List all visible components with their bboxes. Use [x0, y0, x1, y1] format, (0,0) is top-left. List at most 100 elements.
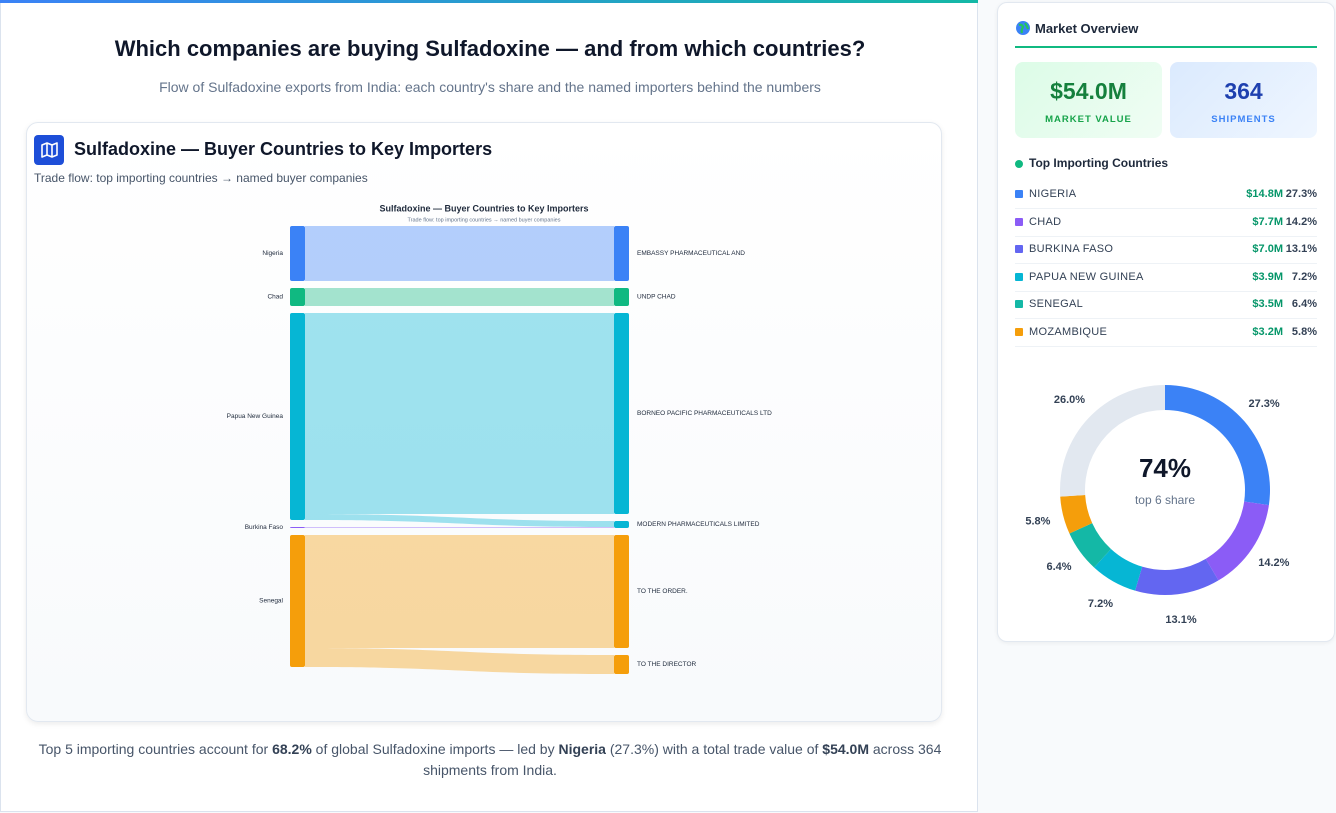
sidebar-title: Market Overview	[1035, 21, 1139, 36]
kpi-card: 364 SHIPMENTS	[1170, 62, 1317, 138]
sankey-source-label: Senegal	[259, 598, 283, 605]
donut-segment	[1069, 523, 1111, 568]
map-icon	[34, 135, 64, 165]
page-subtitle: Flow of Sulfadoxine exports from India: …	[159, 79, 821, 95]
sankey-node	[614, 313, 629, 514]
footer-part: Nigeria	[558, 741, 606, 757]
donut-label: 5.8%	[1025, 516, 1050, 528]
sankey-link	[305, 535, 614, 648]
legend-swatch	[1015, 272, 1023, 281]
card-subtitle: Trade flow: top importing countries → na…	[34, 171, 368, 185]
country-trade-value: $3.5M	[1252, 298, 1283, 310]
footer-text: Top 5 importing countries account for 68…	[30, 739, 950, 781]
divider	[1015, 46, 1317, 48]
accent-bar	[0, 0, 978, 3]
card-title: Sulfadoxine — Buyer Countries to Key Imp…	[74, 139, 493, 159]
legend-swatch	[1015, 327, 1023, 336]
sankey-node	[290, 288, 305, 306]
donut-segment	[1060, 495, 1093, 534]
sankey-source-label: Papua New Guinea	[227, 413, 284, 420]
kpi-value: 364	[1224, 78, 1263, 104]
country-trade-value: $3.9M	[1252, 270, 1283, 283]
donut-segment	[1205, 501, 1269, 581]
country-trade-value: $3.2M	[1252, 325, 1283, 338]
sankey-link	[305, 313, 614, 514]
sankey-link	[305, 226, 614, 281]
kpi-label: SHIPMENTS	[1211, 114, 1276, 125]
country-share: 5.8%	[1291, 325, 1317, 338]
country-trade-value: $7.7M	[1252, 215, 1283, 228]
country-name: MOZAMBIQUE	[1029, 325, 1108, 338]
country-row: MOZAMBIQUE $3.2M 5.8%	[1015, 319, 1317, 347]
sankey-target-label: TO THE DIRECTOR	[637, 661, 697, 668]
page-title: Which companies are buying Sulfadoxine —…	[114, 36, 866, 61]
donut-segment	[1060, 385, 1165, 497]
donut-label: 26.0%	[1054, 394, 1085, 406]
country-row: BURKINA FASO $7.0M 13.1%	[1015, 236, 1317, 264]
country-name: PAPUA NEW GUINEA	[1029, 270, 1144, 283]
country-name: BURKINA FASO	[1029, 243, 1114, 255]
country-name: CHAD	[1029, 215, 1062, 228]
sankey-subtitle: Trade flow: top importing countries → na…	[408, 217, 561, 223]
sankey-node	[614, 535, 629, 648]
sankey-node	[290, 313, 305, 520]
country-row: SENEGAL $3.5M 6.4%	[1015, 291, 1317, 319]
donut-center-label: top 6 share	[1135, 493, 1195, 507]
donut-label: 27.3%	[1248, 398, 1279, 410]
sankey-node	[614, 288, 629, 306]
donut-label: 7.2%	[1088, 598, 1113, 610]
sankey-link	[305, 648, 614, 674]
kpi-card: $54.0M MARKET VALUE	[1015, 62, 1162, 138]
legend-swatch	[1015, 217, 1023, 226]
country-share: 6.4%	[1291, 298, 1317, 310]
footer-part: $54.0M	[822, 741, 869, 757]
donut-label: 6.4%	[1046, 561, 1071, 573]
sankey-link	[305, 288, 614, 306]
country-row: NIGERIA $14.8M 27.3%	[1015, 181, 1317, 209]
sankey-link	[305, 514, 614, 527]
country-row: CHAD $7.7M 14.2%	[1015, 209, 1317, 237]
footer-part: 68.2%	[272, 741, 312, 757]
donut-center-value: 74%	[1139, 453, 1191, 483]
footer-part: across 364 shipments from India.	[423, 741, 942, 778]
footer-part: of global Sulfadoxine imports — led by	[311, 741, 559, 757]
sankey-node	[290, 226, 305, 281]
sankey-source-label: Chad	[267, 294, 283, 301]
kpi-value: $54.0M	[1050, 78, 1127, 104]
globe-icon	[1016, 21, 1030, 35]
legend-swatch	[1015, 245, 1023, 253]
sankey-node	[614, 655, 629, 674]
legend-swatch	[1015, 190, 1023, 198]
country-row: PAPUA NEW GUINEA $3.9M 7.2%	[1015, 264, 1317, 292]
sankey-title: Sulfadoxine — Buyer Countries to Key Imp…	[379, 203, 588, 213]
country-name: NIGERIA	[1029, 188, 1077, 200]
sankey-node	[290, 527, 305, 528]
sankey-target-label: MODERN PHARMACEUTICALS LIMITED	[637, 521, 760, 528]
footer-part: Top 5 importing countries account for	[38, 741, 273, 757]
donut-label: 14.2%	[1258, 557, 1289, 569]
country-name: SENEGAL	[1029, 298, 1084, 310]
donut-segment	[1135, 558, 1219, 595]
sankey-target-label: EMBASSY PHARMACEUTICAL AND	[637, 250, 745, 257]
sankey-source-label: Burkina Faso	[245, 524, 284, 531]
sankey-target-label: UNDP CHAD	[637, 294, 676, 301]
chart-card	[26, 122, 942, 722]
sankey-node	[290, 535, 305, 667]
legend-swatch	[1015, 300, 1023, 308]
sankey-link	[305, 527, 614, 528]
kpi-label: MARKET VALUE	[1045, 114, 1132, 125]
sankey-target-label: BORNEO PACIFIC PHARMACEUTICALS LTD	[637, 410, 772, 417]
country-trade-value: $14.8M	[1246, 188, 1283, 200]
donut-segment	[1094, 549, 1143, 591]
sankey-source-label: Nigeria	[262, 250, 283, 257]
bullet	[1015, 160, 1023, 168]
sankey-node	[614, 226, 629, 281]
donut-segment	[1165, 385, 1271, 506]
sankey-target-label: TO THE ORDER.	[637, 588, 688, 595]
sankey-node	[614, 521, 629, 528]
country-share: 14.2%	[1285, 215, 1317, 228]
footer-part: (27.3%) with a total trade value of	[605, 741, 823, 757]
country-share: 7.2%	[1291, 270, 1317, 283]
